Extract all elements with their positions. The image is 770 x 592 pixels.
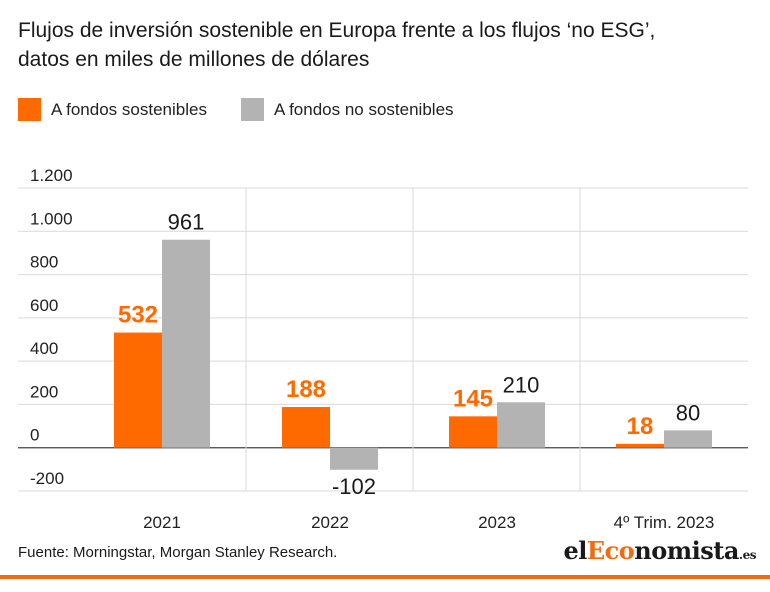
title-line-2: datos en miles de millones de dólares [18, 48, 370, 71]
bar-non-sustainable [330, 447, 378, 470]
y-tick-label: -200 [30, 469, 64, 488]
y-tick-label: 800 [30, 253, 58, 272]
x-category-label: 2023 [478, 513, 516, 532]
data-label-sustainable: 145 [453, 385, 493, 412]
legend-label-non-sustainable: A fondos no sostenibles [273, 99, 454, 119]
data-label-sustainable: 188 [286, 376, 326, 403]
x-category-label: 4º Trim. 2023 [614, 513, 715, 532]
y-tick-label: 600 [30, 296, 58, 315]
logo-tld: .es [738, 548, 757, 562]
legend-label-sustainable: A fondos sostenibles [51, 99, 207, 119]
logo-prefix: el [563, 536, 587, 565]
legend-swatch-sustainable [18, 98, 41, 121]
bar-sustainable [282, 407, 330, 448]
logo-accent: Eco [586, 536, 635, 565]
legend-item-non-sustainable: A fondos no sostenibles [240, 98, 454, 121]
logo-rest: nomista [634, 536, 739, 565]
y-tick-label: 400 [30, 339, 58, 358]
bar-sustainable [449, 416, 497, 448]
source-note: Fuente: Morningstar, Morgan Stanley Rese… [18, 544, 338, 561]
data-label-non-sustainable: 961 [168, 210, 205, 235]
data-label-non-sustainable: 80 [676, 400, 700, 425]
x-category-label: 2022 [311, 513, 349, 532]
legend: A fondos sostenibles A fondos no sosteni… [18, 98, 488, 121]
bar-sustainable [616, 443, 664, 448]
data-label-non-sustainable: -102 [332, 474, 376, 499]
x-category-label: 2021 [143, 513, 181, 532]
y-tick-label: 1.000 [30, 209, 73, 228]
chart-title: Flujos de inversión sostenible en Europa… [18, 16, 758, 74]
publisher-logo: elEconomista.es [563, 536, 756, 565]
data-label-non-sustainable: 210 [503, 372, 540, 397]
bar-non-sustainable [497, 402, 545, 448]
bar-sustainable [114, 332, 162, 448]
title-line-1: Flujos de inversión sostenible en Europa… [18, 19, 656, 42]
bottom-accent-bar [0, 575, 770, 579]
y-tick-label: 1.200 [30, 166, 73, 185]
legend-item-sustainable: A fondos sostenibles [18, 98, 207, 121]
y-tick-label: 0 [30, 426, 39, 445]
data-label-sustainable: 532 [118, 302, 158, 329]
bar-chart: 1.2001.0008006004002000-2005329612021188… [18, 166, 748, 532]
bar-non-sustainable [162, 239, 210, 448]
bar-non-sustainable [664, 430, 712, 448]
data-label-sustainable: 18 [627, 413, 654, 440]
legend-swatch-non-sustainable [240, 98, 264, 121]
y-tick-label: 200 [30, 382, 58, 401]
